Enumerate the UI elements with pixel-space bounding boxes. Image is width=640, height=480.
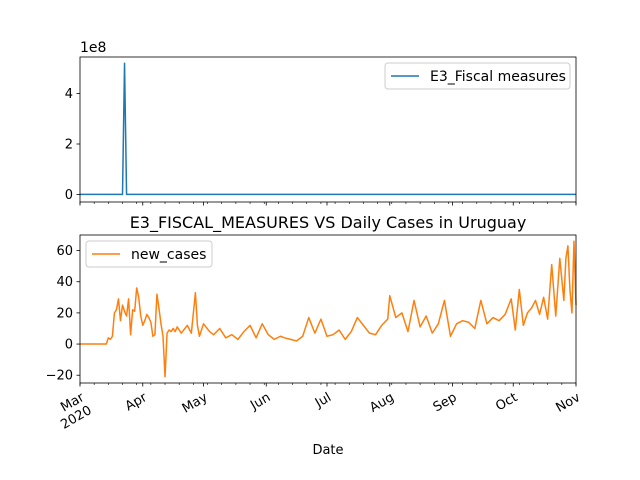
x-tick-label: Nov [554, 390, 584, 416]
fiscal-y-axis: 0 2 4 [65, 87, 80, 203]
cases-legend-label: new_cases [131, 247, 206, 263]
y-tick-label: 2 [65, 138, 73, 153]
cases-axes-frame [79, 234, 577, 384]
series-line-new-cases [80, 240, 577, 378]
fiscal-measures-panel: 0 2 4 1e8 E3_Fiscal measures [65, 40, 577, 206]
y-tick-label: 0 [65, 338, 73, 353]
fiscal-legend: E3_Fiscal measures [384, 62, 571, 90]
daily-cases-panel: E3_FISCAL_MEASURES VS Daily Cases in Uru… [46, 213, 584, 458]
y-tick-label: 60 [56, 244, 73, 259]
fiscal-y-offset-label: 1e8 [80, 40, 106, 56]
x-tick-label: Apr [123, 390, 151, 415]
x-tick-label: Sep [431, 390, 460, 415]
x-axis-label: Date [312, 443, 343, 458]
cases-y-axis: −20 0 20 40 60 [46, 244, 80, 384]
series-line-e3-fiscal-measures [80, 62, 576, 196]
fiscal-legend-box [384, 62, 571, 90]
y-tick-label: 4 [65, 87, 73, 102]
x-tick-label: Aug [367, 390, 396, 416]
y-tick-label: 40 [56, 275, 73, 290]
fiscal-x-axis [79, 202, 577, 206]
fiscal-legend-label: E3_Fiscal measures [430, 69, 566, 85]
cases-legend: new_cases [85, 240, 213, 268]
x-tick-label: Jul [312, 390, 334, 411]
x-tick-label: Oct [493, 390, 520, 414]
x-tick-label: Jun [247, 390, 273, 414]
fiscal-series-layer [80, 62, 576, 196]
cases-series-layer [80, 240, 577, 378]
x-tick-label: May [180, 390, 211, 417]
fiscal-axes-frame [79, 56, 577, 203]
cases-legend-box [85, 240, 213, 268]
chart-title: E3_FISCAL_MEASURES VS Daily Cases in Uru… [130, 213, 527, 233]
y-tick-label: −20 [46, 369, 73, 384]
y-tick-label: 0 [65, 188, 73, 203]
y-tick-label: 20 [56, 306, 73, 321]
